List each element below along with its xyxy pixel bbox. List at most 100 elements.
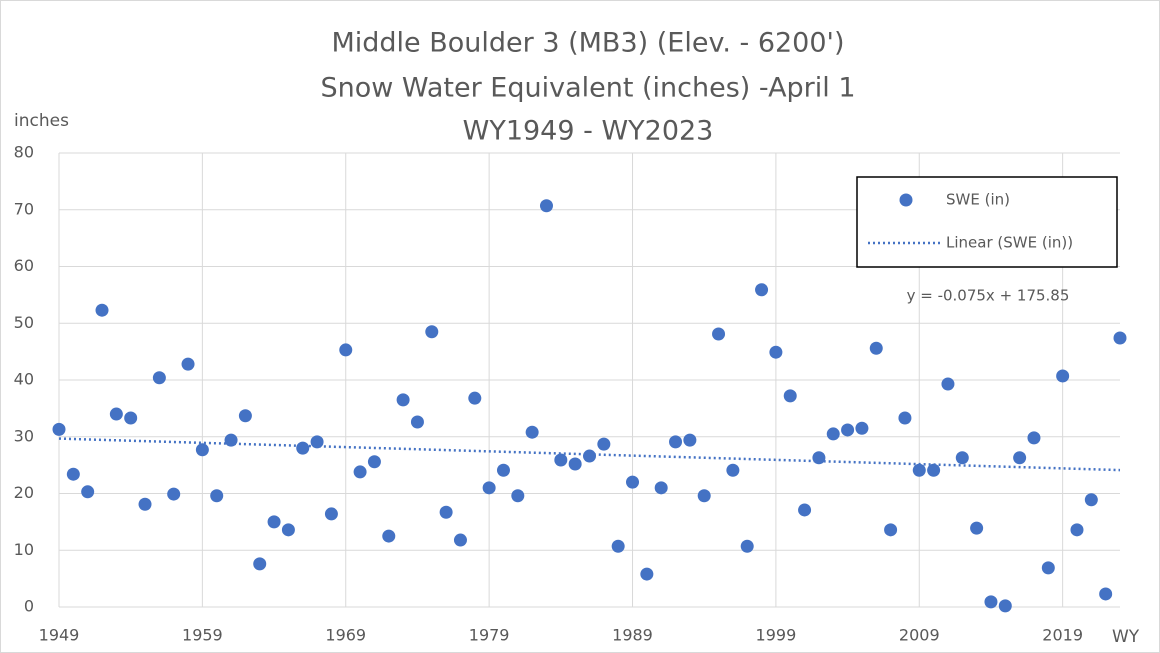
point bbox=[52, 422, 66, 436]
point bbox=[1041, 561, 1055, 575]
y-tick-label: 30 bbox=[14, 426, 34, 445]
point bbox=[195, 443, 209, 457]
point bbox=[267, 515, 281, 529]
point bbox=[152, 371, 166, 385]
chart-title: WY1949 - WY2023 bbox=[463, 116, 714, 147]
point bbox=[740, 539, 754, 553]
point bbox=[382, 529, 396, 543]
point bbox=[912, 463, 926, 477]
point bbox=[927, 463, 941, 477]
y-tick-label: 20 bbox=[14, 483, 34, 502]
point bbox=[597, 437, 611, 451]
point bbox=[339, 343, 353, 357]
point bbox=[138, 497, 152, 511]
x-tick-label: 1959 bbox=[182, 626, 223, 645]
point bbox=[539, 199, 553, 213]
point bbox=[353, 465, 367, 479]
y-tick-label: 0 bbox=[24, 597, 34, 616]
x-tick-label: 2009 bbox=[899, 626, 940, 645]
x-tick-label: 1999 bbox=[756, 626, 797, 645]
point bbox=[281, 523, 295, 537]
point bbox=[66, 467, 80, 481]
y-tick-label: 50 bbox=[14, 313, 34, 332]
point bbox=[238, 409, 252, 423]
point bbox=[210, 489, 224, 503]
point bbox=[1027, 431, 1041, 445]
trendline-equation: y = -0.075x + 175.85 bbox=[907, 287, 1070, 305]
y-axis-label: inches bbox=[14, 111, 69, 131]
point bbox=[124, 411, 138, 425]
legend-label: Linear (SWE (in)) bbox=[946, 234, 1073, 252]
point bbox=[826, 427, 840, 441]
point bbox=[998, 599, 1012, 613]
point bbox=[712, 327, 726, 341]
point bbox=[669, 435, 683, 449]
point bbox=[726, 463, 740, 477]
point bbox=[439, 505, 453, 519]
y-tick-label: 40 bbox=[14, 370, 34, 389]
point bbox=[1070, 523, 1084, 537]
y-tick-label: 60 bbox=[14, 256, 34, 275]
point bbox=[109, 407, 123, 421]
point bbox=[640, 567, 654, 581]
point bbox=[296, 441, 310, 455]
point bbox=[496, 463, 510, 477]
point bbox=[95, 303, 109, 317]
point bbox=[224, 433, 238, 447]
point bbox=[855, 421, 869, 435]
point bbox=[410, 415, 424, 429]
x-tick-label: 2019 bbox=[1042, 626, 1083, 645]
point bbox=[81, 485, 95, 499]
point bbox=[783, 389, 797, 403]
point bbox=[654, 481, 668, 495]
point bbox=[1056, 369, 1070, 383]
legend-label: SWE (in) bbox=[946, 191, 1010, 209]
point bbox=[525, 425, 539, 439]
point bbox=[812, 451, 826, 465]
point bbox=[869, 341, 883, 355]
point bbox=[884, 523, 898, 537]
point bbox=[310, 435, 324, 449]
point bbox=[554, 453, 568, 467]
point bbox=[181, 357, 195, 371]
legend-marker bbox=[899, 193, 913, 207]
point bbox=[626, 475, 640, 489]
point bbox=[568, 457, 582, 471]
point bbox=[970, 521, 984, 535]
point bbox=[1099, 587, 1113, 601]
legend-box bbox=[856, 176, 1118, 268]
point bbox=[769, 345, 783, 359]
point bbox=[798, 503, 812, 517]
point bbox=[324, 507, 338, 521]
point bbox=[167, 487, 181, 501]
x-axis-label: WY bbox=[1112, 627, 1140, 647]
x-tick-label: 1969 bbox=[325, 626, 366, 645]
point bbox=[425, 325, 439, 339]
point bbox=[253, 557, 267, 571]
point bbox=[1084, 493, 1098, 507]
y-tick-label: 80 bbox=[14, 143, 34, 162]
x-tick-label: 1979 bbox=[469, 626, 510, 645]
point bbox=[611, 539, 625, 553]
point bbox=[984, 595, 998, 609]
point bbox=[683, 433, 697, 447]
point bbox=[1013, 451, 1027, 465]
point bbox=[941, 377, 955, 391]
point bbox=[396, 393, 410, 407]
y-tick-label: 10 bbox=[14, 540, 34, 559]
point bbox=[955, 451, 969, 465]
point bbox=[482, 481, 496, 495]
point bbox=[453, 533, 467, 547]
point bbox=[697, 489, 711, 503]
point bbox=[1113, 331, 1127, 345]
point bbox=[755, 283, 769, 297]
x-tick-label: 1949 bbox=[39, 626, 80, 645]
point bbox=[898, 411, 912, 425]
y-tick-label: 70 bbox=[14, 199, 34, 218]
point bbox=[511, 489, 525, 503]
point bbox=[583, 449, 596, 463]
point bbox=[367, 455, 381, 469]
point bbox=[468, 391, 482, 405]
